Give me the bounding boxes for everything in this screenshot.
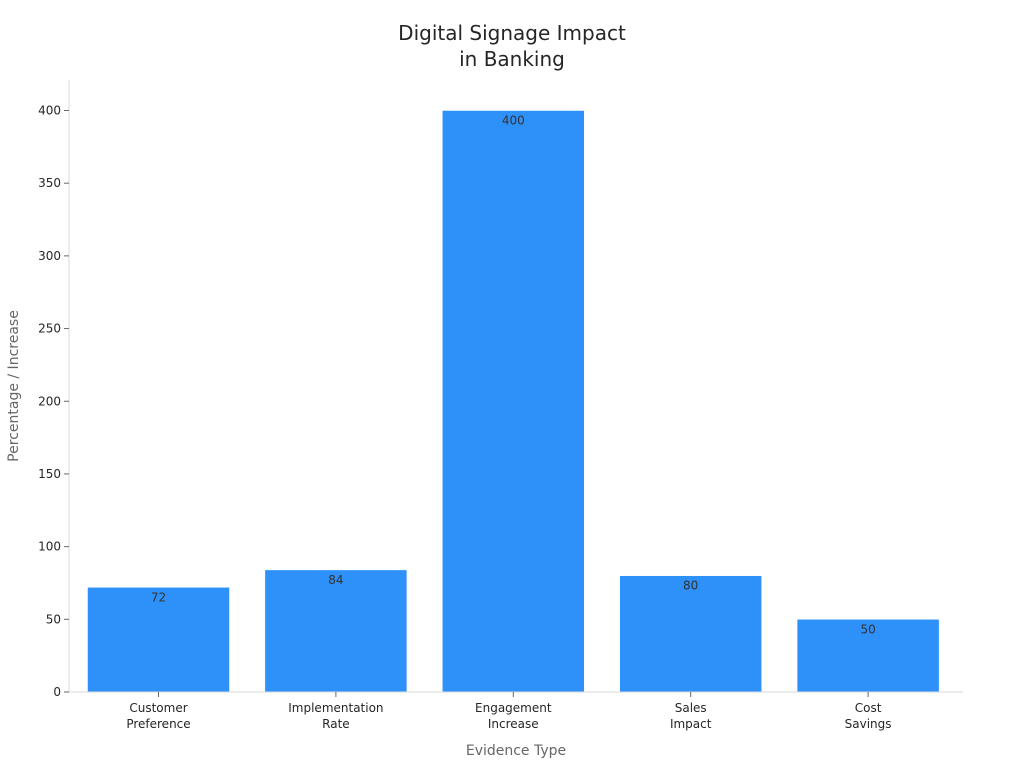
- x-tick-label: Implementation: [288, 701, 383, 715]
- bar: [264, 569, 408, 693]
- bar: [796, 619, 940, 693]
- bar: [87, 587, 230, 693]
- bar-value-label: 72: [151, 590, 166, 604]
- y-tick-label: 150: [38, 467, 61, 481]
- bars: [87, 110, 940, 693]
- bar: [442, 110, 585, 693]
- x-tick-label: Preference: [126, 717, 190, 731]
- data-labels: 72 84 400 80 50: [151, 114, 876, 637]
- y-tick-label: 250: [38, 322, 61, 336]
- x-tick-label: Customer: [129, 701, 187, 715]
- x-tick-label: Engagement: [475, 701, 552, 715]
- x-tick-label: Increase: [488, 717, 539, 731]
- x-tick-label: Impact: [670, 717, 712, 731]
- x-tick-label: Cost: [855, 701, 882, 715]
- y-tick-label: 200: [38, 394, 61, 408]
- bar-value-label: 84: [328, 573, 343, 587]
- bar-value-label: 400: [502, 114, 525, 128]
- y-tick-label: 350: [38, 176, 61, 190]
- x-axis-label: Evidence Type: [466, 743, 566, 759]
- chart-title-line: in Banking: [459, 47, 565, 71]
- x-tick-label: Savings: [845, 717, 892, 731]
- x-tick-label: Rate: [322, 717, 350, 731]
- bar-value-label: 50: [860, 622, 875, 636]
- y-axis-label: Percentage / Increase: [6, 310, 22, 462]
- y-tick-label: 100: [38, 540, 61, 554]
- x-tick-label: Sales: [675, 701, 707, 715]
- y-axis: 0 50 100 150 200 250 300 350 400: [38, 80, 70, 699]
- bar-value-label: 80: [683, 579, 698, 593]
- y-tick-label: 50: [46, 612, 61, 626]
- y-tick-label: 0: [53, 685, 61, 699]
- y-tick-label: 400: [38, 104, 61, 118]
- x-axis: Customer Preference Implementation Rate Enga…: [69, 691, 963, 731]
- chart-title-line: Digital Signage Impact: [398, 21, 626, 45]
- bar: [619, 575, 762, 693]
- y-tick-label: 300: [38, 249, 61, 263]
